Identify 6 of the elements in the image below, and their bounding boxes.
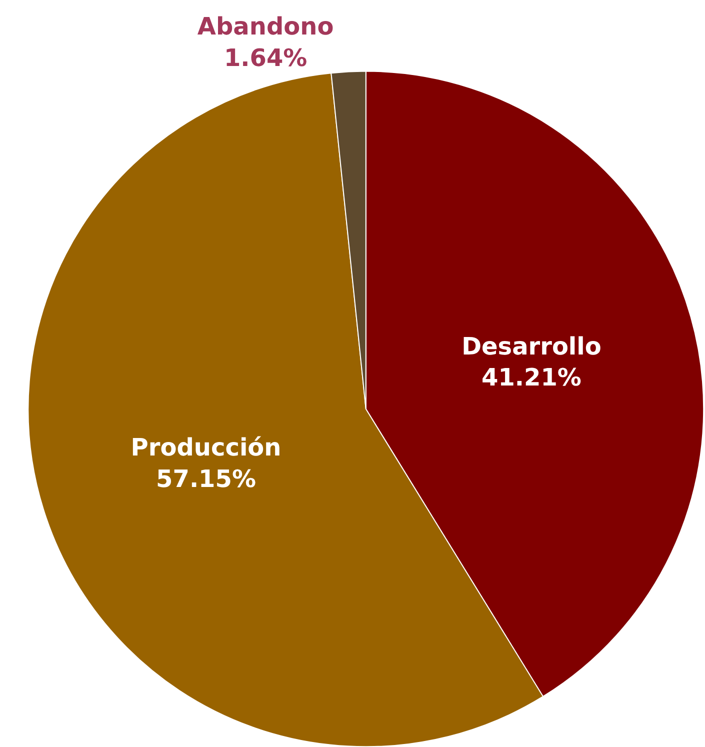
slice-label: Abandono <box>197 12 334 41</box>
slice-label: Producción <box>130 434 282 462</box>
data-label: 1.64% <box>224 44 308 72</box>
slice-label: Desarrollo <box>462 332 602 360</box>
data-label: 57.15% <box>156 464 256 493</box>
data-label: 41.21% <box>482 364 582 392</box>
